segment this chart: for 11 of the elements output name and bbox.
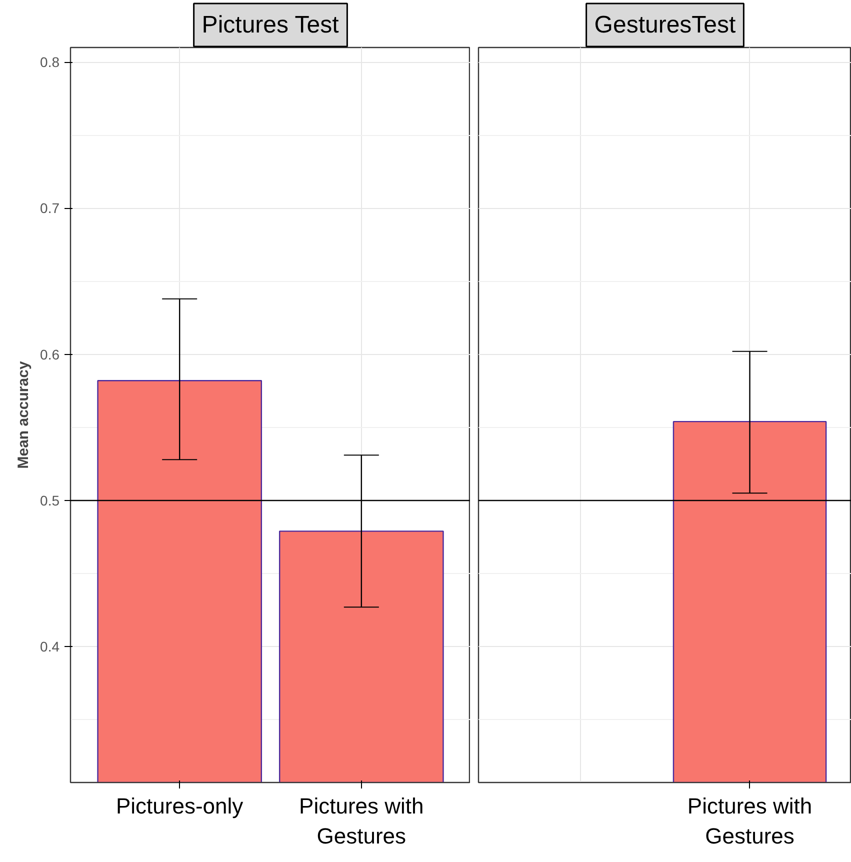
x-tick-label: Pictures with Gestures: [687, 794, 812, 848]
chart-title: Pictures Test: [202, 12, 340, 38]
x-tick-label: Pictures-only: [116, 794, 244, 818]
y-axis-title: Mean accuracy: [15, 360, 32, 469]
y-tick-label: 0.8: [40, 54, 60, 70]
x-tick-label: Pictures with Gestures: [299, 794, 424, 848]
y-tick-label: 0.7: [40, 200, 60, 216]
y-tick-label: 0.5: [40, 492, 60, 508]
chart-title: GesturesTest: [594, 12, 736, 38]
y-tick-label: 0.4: [40, 638, 60, 655]
y-tick-label: 0.6: [40, 346, 60, 362]
